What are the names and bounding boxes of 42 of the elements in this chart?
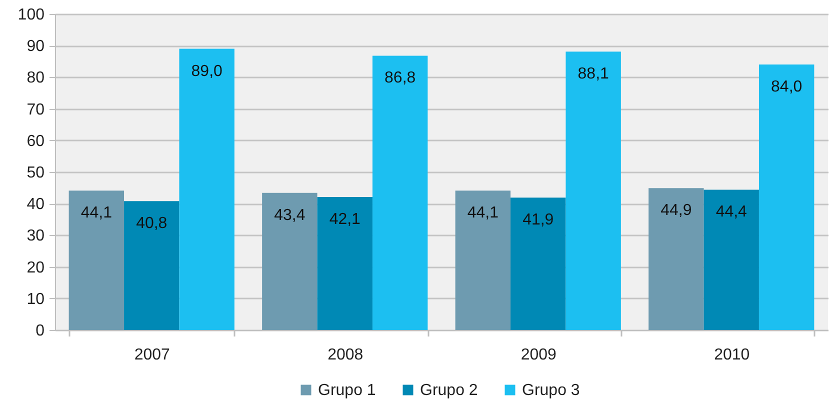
x-tick-label: 2008 bbox=[328, 346, 364, 364]
x-tick-label: 2010 bbox=[714, 346, 750, 364]
data-label: 42,1 bbox=[329, 210, 361, 228]
y-tick-label: 90 bbox=[26, 38, 45, 56]
data-label: 88,1 bbox=[578, 66, 609, 83]
y-tick-label: 70 bbox=[26, 101, 45, 118]
bar bbox=[262, 192, 318, 330]
x-tick-label: 2007 bbox=[134, 346, 170, 364]
y-tick-label: 60 bbox=[26, 132, 45, 150]
y-tick-label: 80 bbox=[26, 70, 45, 87]
data-label: 43,4 bbox=[274, 206, 306, 224]
legend-label: Grupo 3 bbox=[522, 382, 580, 399]
y-tick-label: 0 bbox=[36, 322, 45, 340]
data-label: 44,1 bbox=[80, 204, 112, 222]
data-label: 86,8 bbox=[384, 70, 416, 87]
y-tick-label: 100 bbox=[18, 6, 45, 24]
bar bbox=[124, 201, 180, 330]
data-label: 44,9 bbox=[660, 202, 692, 220]
data-label: 89,0 bbox=[191, 62, 222, 80]
y-tick-label: 10 bbox=[26, 290, 45, 308]
bar bbox=[510, 198, 566, 330]
legend-label: Grupo 1 bbox=[318, 382, 376, 399]
data-label: 44,1 bbox=[467, 204, 499, 222]
bar bbox=[179, 48, 234, 330]
data-label: 84,0 bbox=[771, 78, 802, 96]
y-tick-label: 40 bbox=[26, 196, 45, 214]
legend-label: Grupo 2 bbox=[420, 382, 478, 399]
bar bbox=[648, 188, 704, 330]
y-tick-label: 30 bbox=[26, 228, 45, 245]
y-tick-label: 20 bbox=[26, 259, 45, 276]
bar bbox=[317, 196, 372, 330]
data-label: 40,8 bbox=[136, 215, 168, 232]
bar bbox=[372, 56, 428, 330]
bar bbox=[704, 190, 759, 330]
bar bbox=[758, 64, 814, 330]
y-tick-label: 50 bbox=[26, 164, 45, 182]
data-label: 41,9 bbox=[522, 212, 554, 229]
bar bbox=[455, 190, 511, 330]
bar bbox=[566, 52, 621, 330]
bar bbox=[68, 190, 124, 330]
data-label: 44,4 bbox=[716, 204, 748, 221]
x-tick-label: 2009 bbox=[520, 346, 557, 364]
